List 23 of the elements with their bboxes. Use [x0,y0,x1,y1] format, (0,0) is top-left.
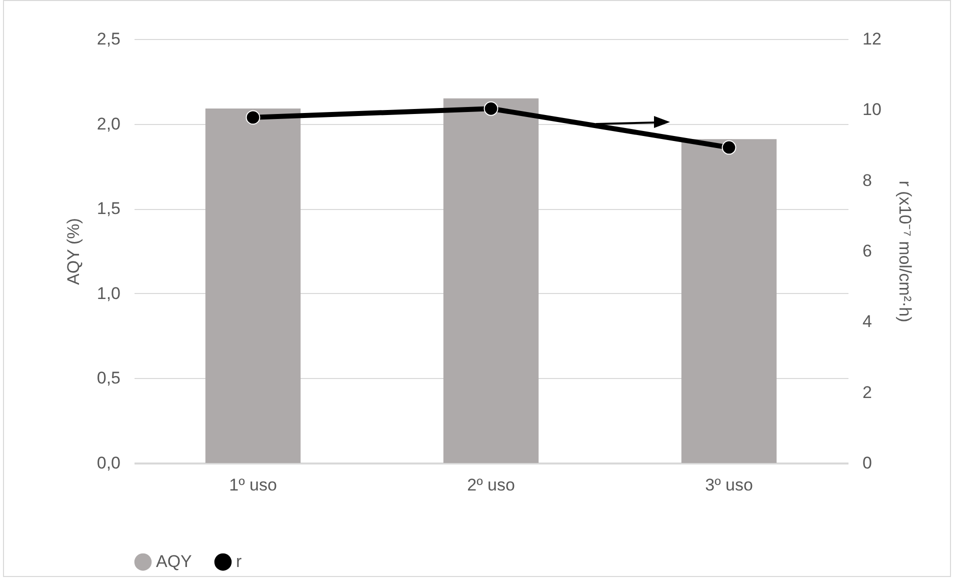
y2-tick-label: 4 [862,312,872,332]
y2-tick-label: 12 [862,30,882,48]
y-tick-label: 0,0 [96,454,120,472]
y2-tick-label: 6 [862,242,872,260]
legend-label: r [236,552,242,572]
y-tick-label: 2,0 [96,114,120,134]
y2-tick-label: 10 [862,100,882,120]
y-tick-label: 0,5 [96,368,120,388]
point [246,110,260,125]
x-tick-label: 1º uso [229,476,277,494]
y2-tick-label: 2 [862,382,872,402]
y-tick-label: 1,5 [96,199,120,218]
point [484,101,498,116]
point [722,140,736,155]
y2-axis-title: r (x10⁻⁷ mol/cm²·h) [895,180,914,322]
x-tick-label: 3º uso [705,476,753,494]
y-tick-label: 1,0 [96,284,120,303]
y2-tick-label: 0 [862,454,872,472]
y-tick-label: 2,5 [96,30,120,48]
x-tick-label: 2º uso [467,476,515,494]
legend-label: AQY [156,552,192,572]
y-axis-title: AQY (%) [64,218,83,285]
y2-tick-label: 8 [862,170,872,190]
